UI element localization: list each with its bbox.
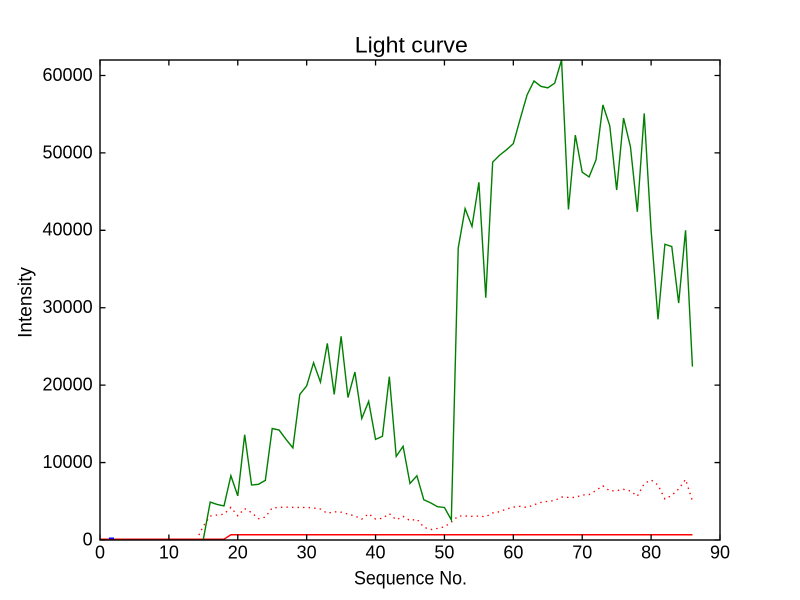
svg-text:30000: 30000 — [43, 297, 93, 317]
svg-text:40000: 40000 — [43, 220, 93, 240]
svg-text:50: 50 — [434, 543, 454, 563]
svg-text:60: 60 — [503, 543, 523, 563]
svg-text:50000: 50000 — [43, 142, 93, 162]
svg-text:Light curve: Light curve — [355, 33, 468, 58]
svg-text:0: 0 — [95, 543, 105, 563]
svg-text:90: 90 — [710, 543, 730, 563]
svg-text:80: 80 — [641, 543, 661, 563]
svg-text:Intensity: Intensity — [16, 267, 37, 338]
svg-text:Sequence No.: Sequence No. — [354, 569, 467, 590]
svg-text:40: 40 — [366, 543, 386, 563]
svg-text:70: 70 — [572, 543, 592, 563]
svg-text:30: 30 — [297, 543, 317, 563]
svg-text:0: 0 — [83, 529, 93, 549]
svg-text:60000: 60000 — [43, 65, 93, 85]
svg-text:20: 20 — [228, 543, 248, 563]
svg-text:10000: 10000 — [43, 452, 93, 472]
svg-text:10: 10 — [159, 543, 179, 563]
svg-text:20000: 20000 — [43, 375, 93, 395]
